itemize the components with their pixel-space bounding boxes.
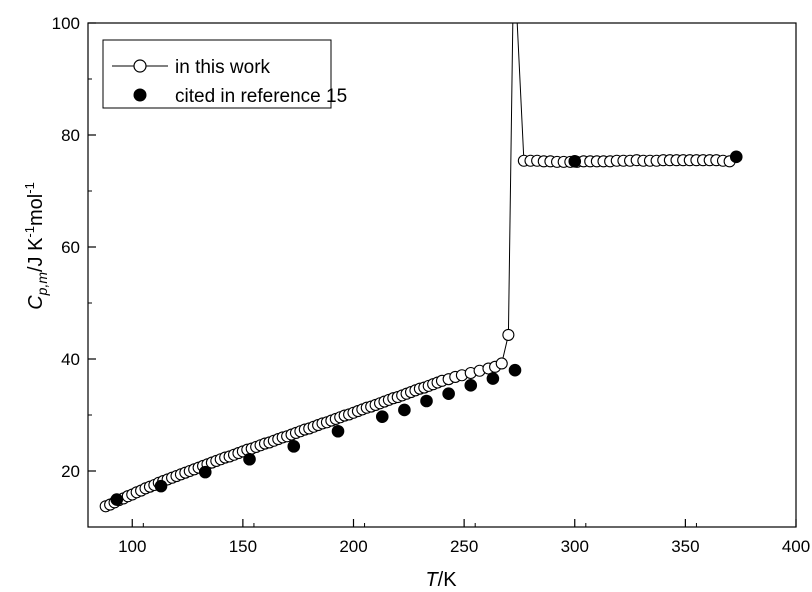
y-axis-title-unit2-superscript: -1 — [22, 182, 37, 194]
y-tick-label: 40 — [61, 350, 80, 369]
point-cited-in-reference-15 — [464, 379, 478, 392]
legend: in this work cited in reference 15 — [102, 39, 347, 109]
x-axis-title-unit: /K — [438, 569, 458, 591]
point-cited-in-reference-15 — [486, 372, 500, 385]
x-tick-label: 150 — [229, 537, 257, 556]
point-cited-in-reference-15 — [375, 410, 389, 423]
point-cited-in-reference-15 — [568, 155, 582, 168]
point-cited-in-reference-15 — [729, 150, 743, 164]
y-tick-label: 60 — [61, 238, 80, 257]
axes: 100 150 200 250 300 350 400 20 40 60 80 100 — [52, 14, 811, 556]
y-axis-title-symbol: C — [25, 295, 47, 310]
legend-open-marker — [133, 59, 147, 73]
y-tick-label: 100 — [52, 14, 80, 33]
y-axis-title-unit-superscript: -1 — [22, 226, 37, 238]
x-tick-label: 100 — [118, 537, 146, 556]
y-tick-label: 80 — [61, 126, 80, 145]
x-tick-label: 200 — [339, 537, 367, 556]
y-tick-label: 20 — [61, 462, 80, 481]
point-cited-in-reference-15 — [154, 479, 168, 493]
x-tick-label: 250 — [450, 537, 478, 556]
x-tick-label: 400 — [782, 537, 810, 556]
point-cited-in-reference-15 — [331, 424, 345, 438]
point-in-this-work — [495, 357, 508, 370]
point-cited-in-reference-15 — [110, 493, 124, 506]
point-cited-in-reference-15 — [442, 387, 455, 401]
point-cited-in-reference-15 — [287, 440, 301, 453]
plot-area — [99, 23, 743, 513]
point-cited-in-reference-15 — [198, 465, 212, 479]
point-cited-in-reference-15 — [508, 363, 522, 377]
y-axis-title-unit: /J K — [25, 237, 47, 272]
x-axis-title: T/K — [425, 569, 457, 591]
point-cited-in-reference-15 — [243, 452, 256, 466]
y-axis-title-unit2: mol — [25, 194, 47, 226]
point-cited-in-reference-15 — [420, 394, 433, 408]
x-axis-title-symbol: T — [425, 569, 439, 591]
point-in-this-work — [502, 328, 515, 341]
point-cited-in-reference-15 — [398, 403, 411, 417]
legend-label-series-2: cited in reference 15 — [175, 86, 347, 107]
legend-label-series-1: in this work — [175, 57, 271, 78]
plot-frame — [87, 22, 797, 528]
legend-filled-marker — [133, 88, 147, 102]
x-tick-label: 350 — [671, 537, 699, 556]
x-tick-label: 300 — [561, 537, 589, 556]
y-axis-title-subscript: p,m — [34, 272, 50, 297]
y-axis-title: Cp,m/J K-1mol-1 — [22, 182, 50, 310]
